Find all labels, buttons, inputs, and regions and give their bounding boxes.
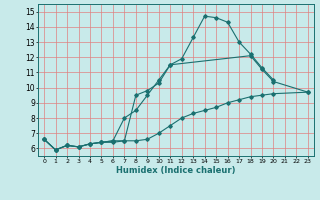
X-axis label: Humidex (Indice chaleur): Humidex (Indice chaleur) bbox=[116, 166, 236, 175]
